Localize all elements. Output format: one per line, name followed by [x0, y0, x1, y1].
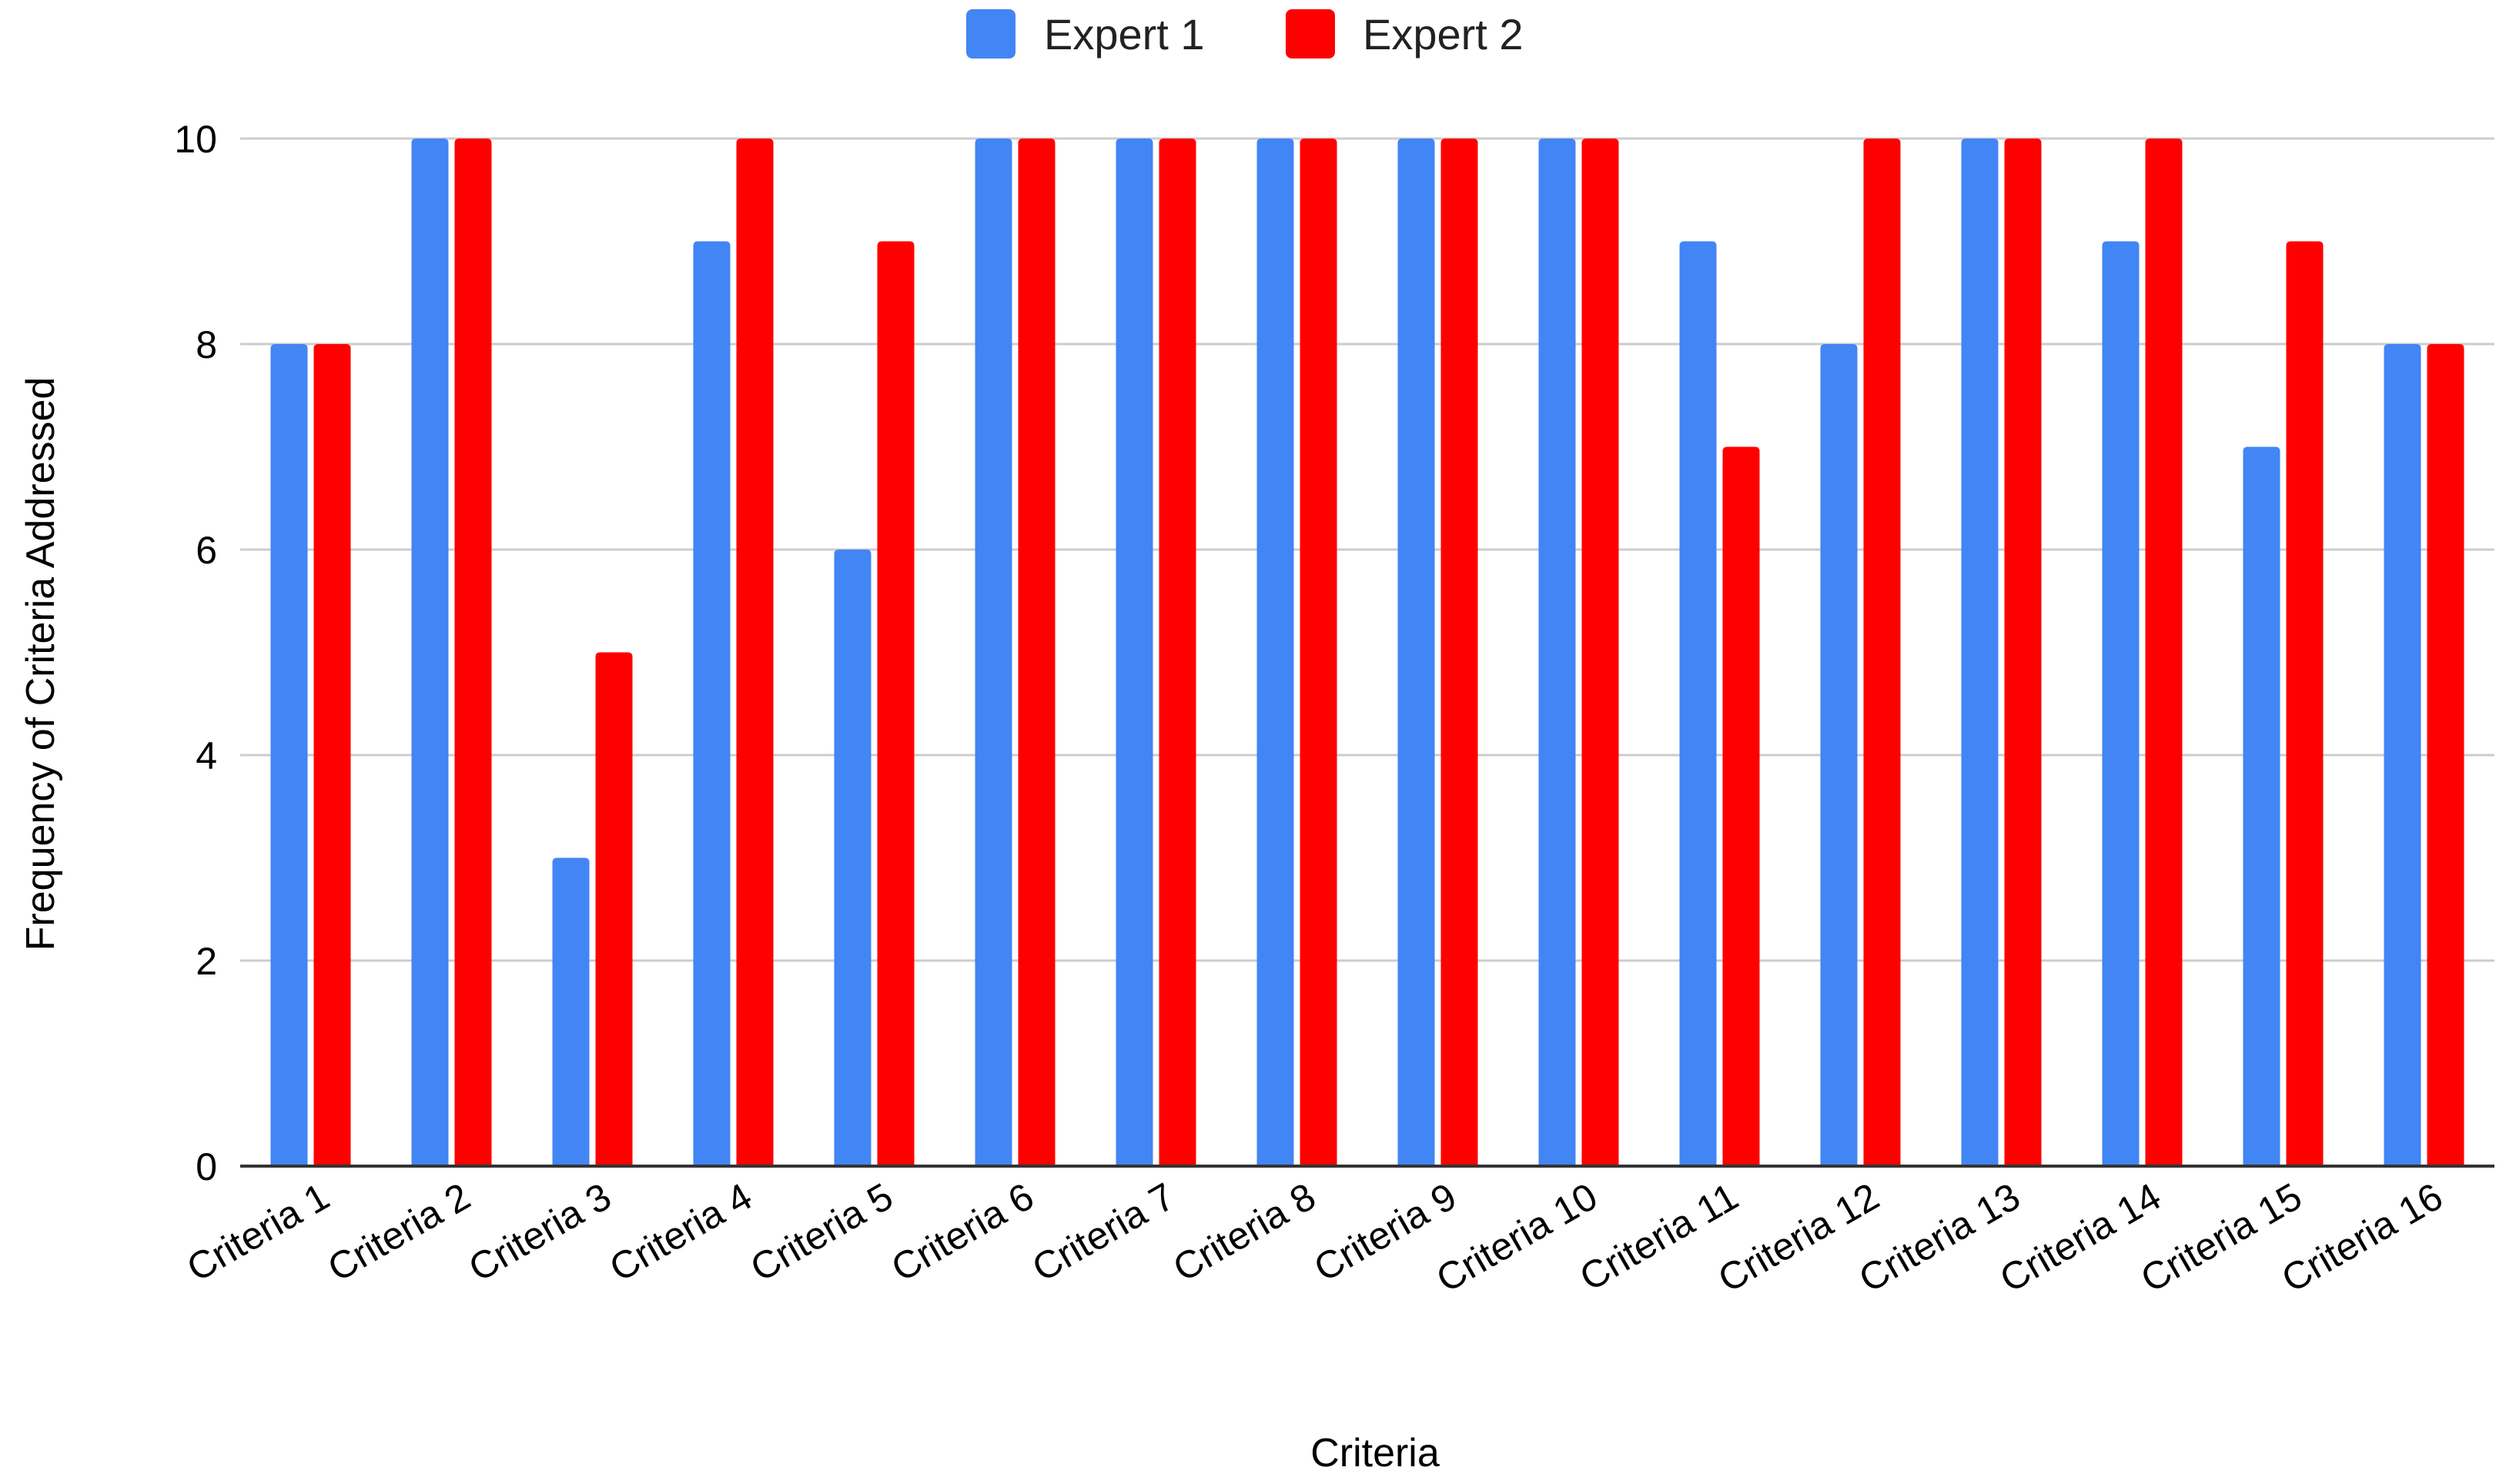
x-tick-label: Criteria 3 [461, 1175, 618, 1290]
bar-expert-2-11 [1722, 446, 1760, 1166]
y-tick-label: 10 [174, 118, 217, 161]
legend-swatch-2 [1286, 9, 1335, 58]
x-tick-label: Criteria 2 [320, 1175, 477, 1290]
bar-expert-2-2 [454, 139, 492, 1166]
x-tick-label: Criteria 11 [1572, 1175, 1745, 1299]
bar-expert-1-13 [1961, 139, 1999, 1166]
bars [270, 139, 2464, 1166]
x-tick-label: Criteria 6 [884, 1175, 1041, 1290]
x-tick-label: Criteria 10 [1429, 1175, 1604, 1301]
bar-expert-1-15 [2243, 446, 2280, 1166]
bar-expert-1-3 [552, 857, 590, 1166]
bar-expert-2-5 [877, 241, 915, 1166]
bar-expert-2-16 [2427, 344, 2464, 1166]
bar-expert-2-15 [2286, 241, 2324, 1166]
bar-expert-2-3 [595, 652, 633, 1166]
bar-expert-2-4 [736, 139, 774, 1166]
bar-expert-2-7 [1159, 139, 1196, 1166]
y-tick-label: 6 [196, 529, 217, 572]
bar-expert-2-1 [313, 344, 351, 1166]
x-axis-title: Criteria [1310, 1431, 1440, 1476]
x-tick-label: Criteria 8 [1166, 1175, 1323, 1290]
legend-label-1: Expert 1 [1044, 10, 1205, 58]
bar-expert-2-9 [1440, 139, 1478, 1166]
bar-expert-1-2 [411, 139, 449, 1166]
y-tick-label: 0 [196, 1145, 217, 1188]
bar-expert-1-5 [834, 550, 872, 1166]
bar-expert-1-1 [270, 344, 308, 1166]
bar-expert-1-11 [1679, 241, 1717, 1166]
bar-expert-1-14 [2102, 241, 2140, 1166]
x-tick-label: Criteria 12 [1711, 1175, 1886, 1301]
y-tick-labels: 0 2 4 6 8 10 [174, 118, 217, 1188]
bar-expert-2-12 [1863, 139, 1901, 1166]
y-axis-title: Frequency of Criteria Addressed [18, 377, 63, 951]
x-tick-label: Criteria 13 [1852, 1175, 2027, 1301]
y-tick-label: 8 [196, 323, 217, 366]
x-tick-label: Criteria 1 [179, 1175, 336, 1290]
bar-expert-1-12 [1820, 344, 1858, 1166]
x-tick-label: Criteria 15 [2133, 1175, 2309, 1301]
legend-swatch-1 [966, 9, 1015, 58]
bar-expert-2-13 [2004, 139, 2042, 1166]
x-tick-label: Criteria 5 [743, 1175, 900, 1290]
x-tick-label: Criteria 16 [2274, 1175, 2450, 1301]
bar-expert-1-6 [975, 139, 1012, 1166]
bar-expert-1-10 [1538, 139, 1576, 1166]
bar-expert-2-6 [1018, 139, 1056, 1166]
bar-expert-1-4 [693, 241, 731, 1166]
bar-expert-1-16 [2384, 344, 2421, 1166]
bar-expert-1-8 [1256, 139, 1294, 1166]
y-tick-label: 2 [196, 940, 217, 983]
legend: Expert 1 Expert 2 [966, 9, 1524, 58]
bar-expert-2-8 [1300, 139, 1337, 1166]
bar-expert-1-7 [1116, 139, 1153, 1166]
x-tick-label: Criteria 14 [1992, 1175, 2168, 1301]
bar-expert-2-14 [2145, 139, 2183, 1166]
x-tick-label: Criteria 4 [602, 1175, 759, 1290]
y-tick-label: 4 [196, 734, 217, 777]
bar-expert-2-10 [1581, 139, 1619, 1166]
legend-label-2: Expert 2 [1363, 10, 1524, 58]
x-tick-label: Criteria 7 [1025, 1175, 1182, 1290]
bar-expert-1-9 [1397, 139, 1435, 1166]
